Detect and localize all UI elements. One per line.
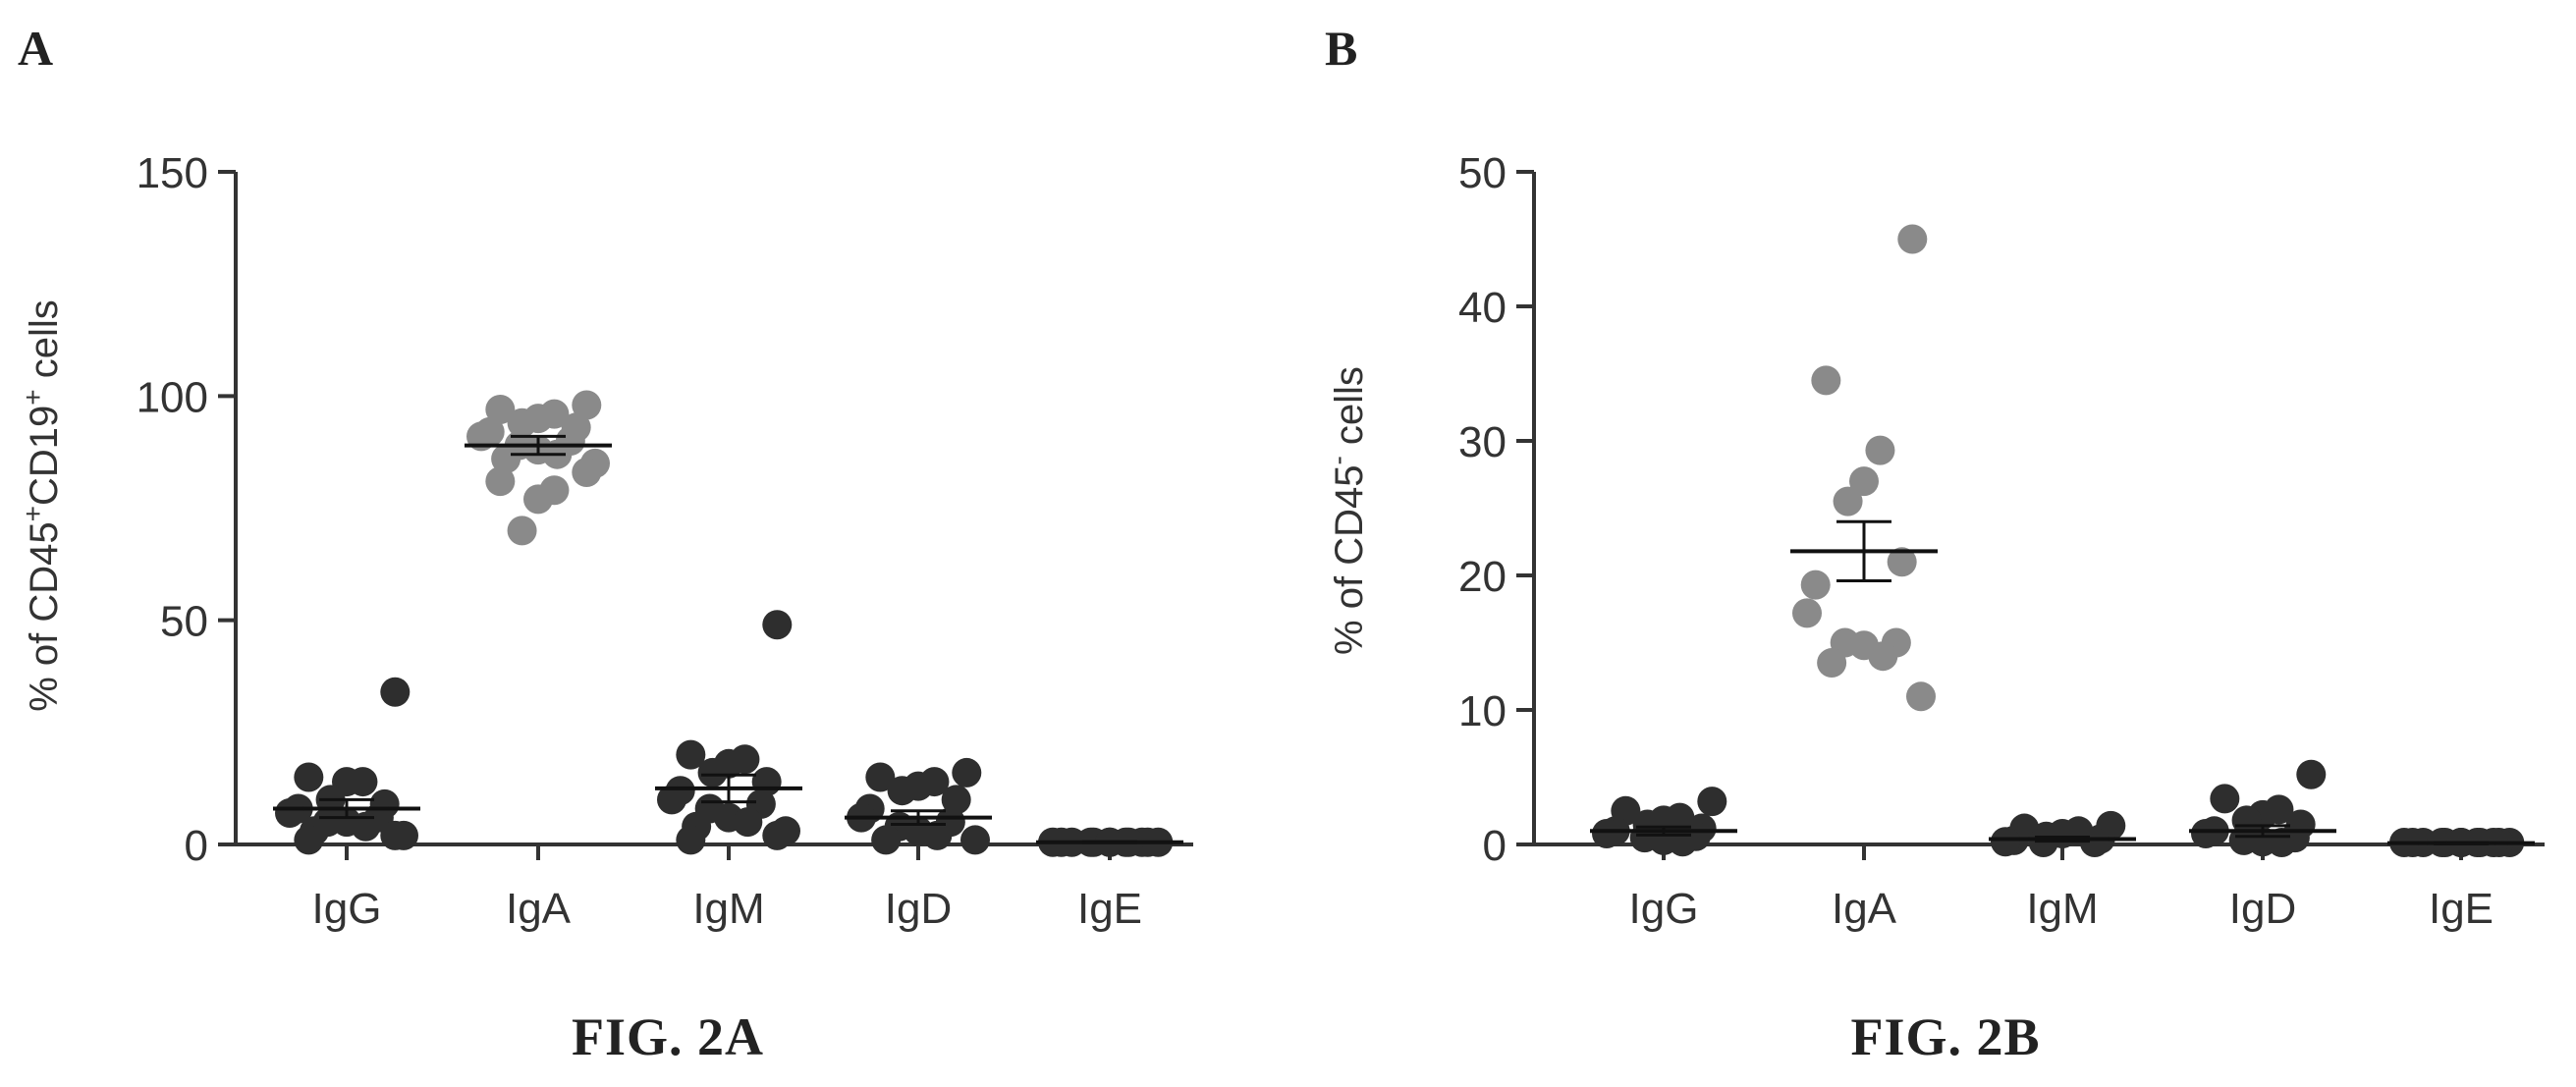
y-tick-label-a-2: 100 xyxy=(137,373,208,421)
data-point-a-igd-1 xyxy=(865,762,896,792)
data-point-a-igd-13 xyxy=(960,825,990,855)
data-point-a-igg-15 xyxy=(294,825,324,855)
chart-2b: % of CD45- cells 0 10 20 30 40 50 IgG IgA IgM IgD… xyxy=(1323,149,2545,933)
data-point-a-igg-0 xyxy=(380,677,411,707)
chart-2a: % of CD45+CD19+ cells 0 50 100 150 IgG IgA IgM… xyxy=(18,149,1193,933)
ylabel-2a: % of CD45+CD19+ cells xyxy=(18,299,67,712)
data-point-a-igd-12 xyxy=(871,825,902,855)
data-point-b-igd-0 xyxy=(2296,759,2327,789)
y-tick-label-b-5: 50 xyxy=(1458,149,1507,197)
data-point-b-iga-4 xyxy=(1833,486,1863,516)
data-point-a-igm-1 xyxy=(676,739,706,770)
x-tick-label-a-igm: IgM xyxy=(692,885,764,933)
figure-label-2b: FIG. 2B xyxy=(1850,1007,2041,1066)
data-point-a-igm-0 xyxy=(762,610,793,640)
data-point-a-igm-11 xyxy=(733,807,763,838)
figure-2b: B % of CD45- cells 0 10 20 30 40 50 IgG IgA IgM I… xyxy=(1288,0,2575,1087)
data-point-a-igd-11 xyxy=(922,820,953,850)
x-tick-label-a-iga: IgA xyxy=(506,885,572,933)
data-point-a-igm-14 xyxy=(762,820,793,850)
data-point-a-igd-4 xyxy=(887,776,917,806)
ylabel-2b: % of CD45- cells xyxy=(1323,366,1372,655)
data-point-a-igg-1 xyxy=(294,762,324,792)
panel-letter-b: B xyxy=(1325,21,1358,76)
data-point-b-igg-7 xyxy=(1592,819,1621,849)
data-point-b-iga-3 xyxy=(1849,466,1879,497)
y-tick-label-b-1: 10 xyxy=(1458,687,1507,735)
y-tick-label-a-1: 50 xyxy=(160,598,208,646)
data-point-b-iga-7 xyxy=(1792,598,1822,628)
x-tick-label-b-igd: IgD xyxy=(2229,885,2296,933)
y-tick-label-a-0: 0 xyxy=(185,822,208,870)
data-point-a-igm-7 xyxy=(657,785,686,815)
data-point-a-iga-4 xyxy=(507,408,537,438)
data-point-b-iga-13 xyxy=(1906,681,1936,712)
x-tick-label-b-ige: IgE xyxy=(2429,885,2494,933)
data-point-b-iga-5 xyxy=(1887,547,1917,577)
data-point-a-igd-5 xyxy=(941,785,971,815)
data-point-a-igm-4 xyxy=(697,757,728,788)
x-tick-label-a-igg: IgG xyxy=(312,885,382,933)
data-point-a-igd-0 xyxy=(952,757,982,788)
data-point-b-iga-12 xyxy=(1817,648,1847,679)
figure-2a: A % of CD45+CD19+ cells 0 50 100 150 IgG IgA I… xyxy=(18,21,1193,1066)
panel-letter-a: A xyxy=(18,21,54,76)
data-point-a-iga-12 xyxy=(491,444,521,474)
data-point-a-iga-0 xyxy=(572,390,602,420)
data-point-b-iga-0 xyxy=(1897,224,1928,254)
x-tick-label-b-igg: IgG xyxy=(1629,885,1699,933)
data-point-a-iga-18 xyxy=(507,516,537,546)
x-tick-label-a-igd: IgD xyxy=(885,885,952,933)
data-point-b-iga-11 xyxy=(1868,641,1898,672)
x-tick-label-b-iga: IgA xyxy=(1832,885,1897,933)
x-tick-label-b-igm: IgM xyxy=(2026,885,2098,933)
data-point-a-iga-17 xyxy=(523,484,553,515)
data-point-a-iga-1 xyxy=(485,395,516,425)
data-point-b-igm-7 xyxy=(1991,827,2020,857)
data-point-b-igg-0 xyxy=(1697,787,1727,817)
data-point-a-igg-11 xyxy=(351,811,381,842)
y-tick-label-a-3: 150 xyxy=(137,149,208,197)
figure-label-2a: FIG. 2A xyxy=(572,1007,764,1066)
y-tick-label-b-0: 0 xyxy=(1483,822,1507,870)
y-tick-label-b-4: 40 xyxy=(1458,284,1507,332)
y-tick-label-b-2: 20 xyxy=(1458,553,1507,601)
data-point-b-iga-6 xyxy=(1800,570,1831,600)
data-point-b-igm-8 xyxy=(2079,828,2110,857)
data-point-b-igd-7 xyxy=(2191,819,2220,849)
data-point-a-igg-14 xyxy=(380,820,411,850)
y-tick-label-b-3: 30 xyxy=(1458,418,1507,466)
data-point-b-igd-1 xyxy=(2210,784,2240,814)
data-point-b-iga-1 xyxy=(1811,365,1841,396)
data-point-b-iga-2 xyxy=(1865,435,1895,465)
data-point-a-igg-7 xyxy=(275,798,304,829)
data-point-a-igm-15 xyxy=(676,825,706,855)
x-tick-label-a-ige: IgE xyxy=(1077,885,1142,933)
data-point-a-iga-15 xyxy=(485,466,516,497)
data-point-a-iga-14 xyxy=(572,457,602,487)
